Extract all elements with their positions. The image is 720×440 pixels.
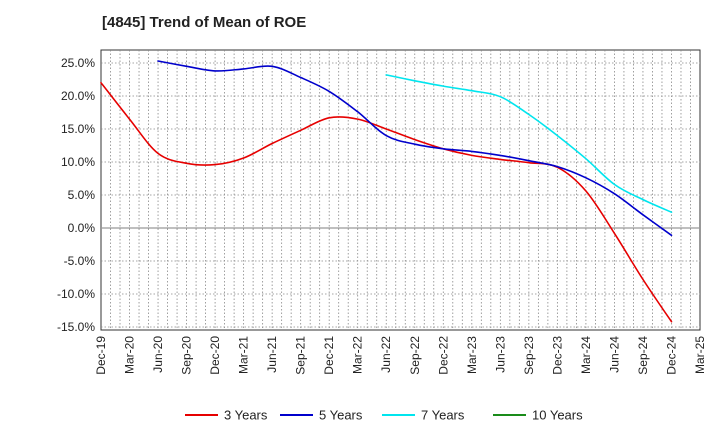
y-tick-label: -15.0% — [57, 320, 95, 334]
x-tick-label: Dec-21 — [322, 336, 336, 375]
x-tick-label: Dec-22 — [436, 336, 450, 375]
x-tick-label: Dec-19 — [94, 336, 108, 375]
chart-title: [4845] Trend of Mean of ROE — [102, 14, 307, 31]
x-tick-label: Sep-22 — [408, 336, 422, 375]
series-line-3-years — [100, 82, 673, 323]
x-tick-label: Dec-20 — [208, 336, 222, 375]
grid-layer — [100, 49, 701, 331]
x-tick-label: Sep-21 — [294, 336, 308, 375]
y-tick-label: -10.0% — [57, 287, 95, 301]
x-tick-label: Jun-22 — [379, 336, 393, 373]
x-tick-label: Jun-20 — [151, 336, 165, 373]
series-line-7-years — [385, 74, 673, 213]
x-tick-label: Sep-23 — [522, 336, 536, 375]
legend-label-7-years: 7 Years — [421, 408, 465, 423]
y-tick-label: 15.0% — [61, 122, 95, 136]
x-tick-label: Sep-20 — [180, 336, 194, 375]
series-layer — [100, 60, 673, 323]
x-tick-label: Mar-22 — [351, 336, 365, 374]
plot-frame — [100, 49, 701, 331]
series-line-5-years — [157, 60, 673, 237]
legend: 3 Years 5 Years 7 Years 10 Years — [185, 408, 583, 423]
x-tick-label: Jun-21 — [265, 336, 279, 373]
y-tick-label: 10.0% — [61, 155, 95, 169]
x-tick-label: Sep-24 — [636, 336, 650, 375]
x-tick-label: Jun-24 — [607, 336, 621, 373]
legend-label-10-years: 10 Years — [532, 408, 583, 423]
x-tick-label: Dec-24 — [664, 336, 678, 375]
y-tick-label: 5.0% — [68, 188, 96, 202]
legend-label-3-years: 3 Years — [224, 408, 268, 423]
y-tick-label: -5.0% — [64, 254, 96, 268]
x-tick-label: Mar-21 — [237, 336, 251, 374]
x-tick-label: Mar-24 — [579, 336, 593, 374]
axis-layer: 25.0% 20.0% 15.0% 10.0% 5.0% 0.0% -5.0% -10.0% -… — [57, 56, 707, 375]
y-tick-label: 20.0% — [61, 89, 95, 103]
x-tick-label: Dec-23 — [550, 336, 564, 375]
x-tick-label: Mar-23 — [465, 336, 479, 374]
x-tick-label: Jun-23 — [493, 336, 507, 373]
x-tick-label: Mar-25 — [693, 336, 707, 374]
legend-label-5-years: 5 Years — [319, 408, 363, 423]
x-tick-label: Mar-20 — [123, 336, 137, 374]
y-tick-label: 0.0% — [68, 221, 96, 235]
y-tick-label: 25.0% — [61, 56, 95, 70]
